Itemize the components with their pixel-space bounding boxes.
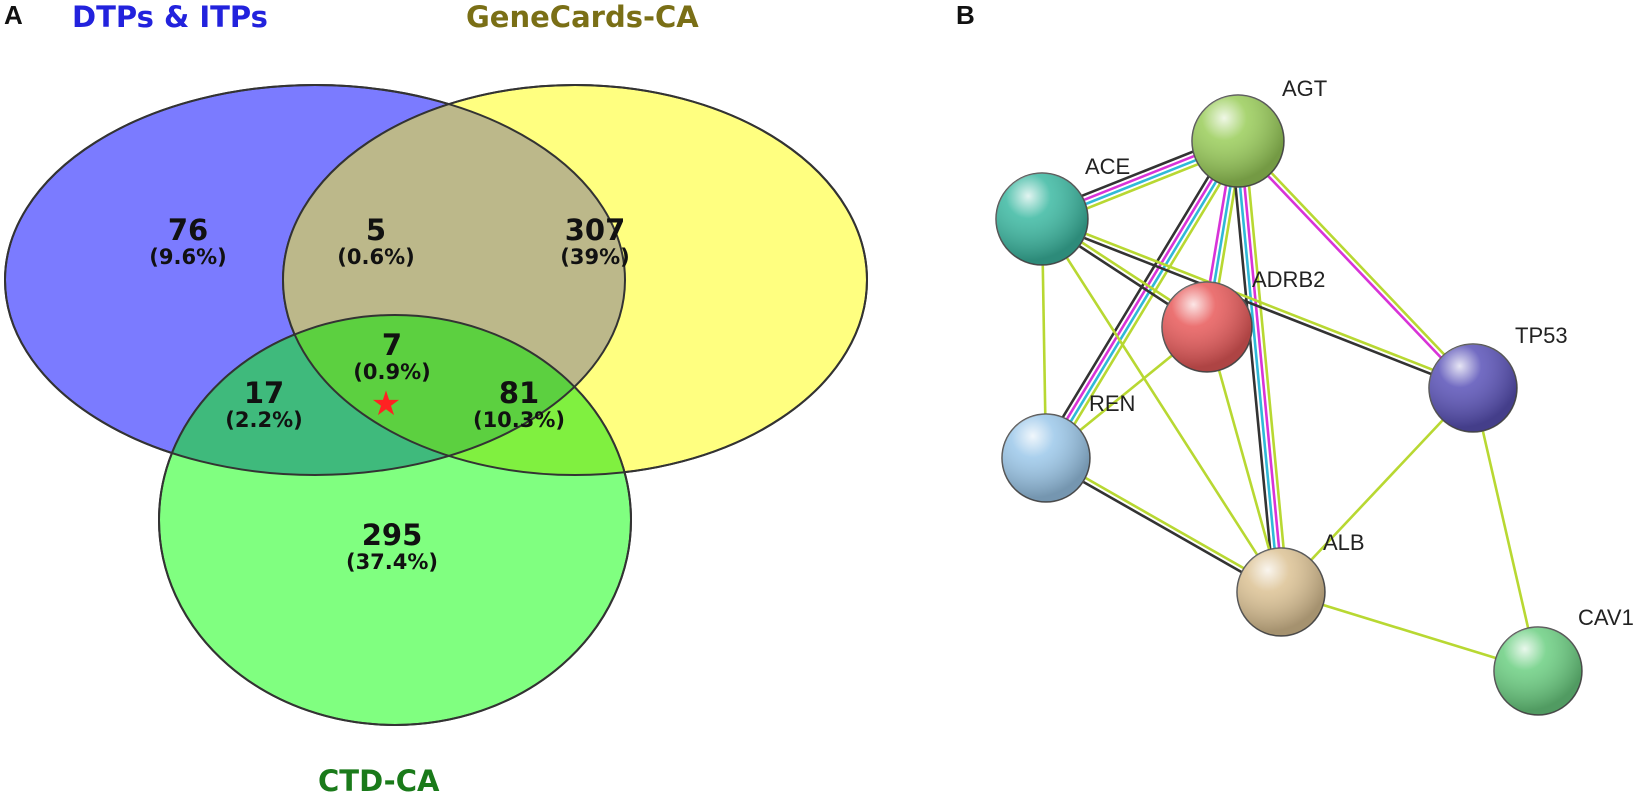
edge-line-textmining	[1280, 590, 1539, 673]
node-agt-label: AGT	[1282, 76, 1327, 101]
node-tp53[interactable]: TP53	[1428, 323, 1568, 433]
node-cav1[interactable]: CAV1	[1493, 605, 1634, 716]
edge-line-experiment	[1238, 140, 1285, 592]
node-tp53-gloss	[1429, 344, 1517, 432]
panel-b-letter: B	[956, 0, 975, 30]
region-percent-ab: (0.6%)	[337, 245, 414, 269]
region-count-bc: 81	[499, 376, 539, 410]
edge-tp53-cav1	[1471, 387, 1540, 672]
region-percent-ac: (2.2%)	[225, 408, 302, 432]
edge-tp53-alb	[1280, 387, 1474, 593]
edge-line-textmining	[1238, 138, 1476, 388]
edge-line-experiment	[1235, 141, 1473, 391]
edge-alb-cav1	[1280, 590, 1539, 673]
node-agt-gloss	[1192, 95, 1284, 187]
node-tp53-label: TP53	[1515, 323, 1568, 348]
edge-ace-tp53	[1040, 215, 1475, 392]
edge-line-textmining	[1243, 140, 1290, 592]
venn-overlap-abc	[283, 315, 625, 475]
node-ace-label: ACE	[1085, 154, 1130, 179]
edge-line-textmining	[1040, 218, 1283, 593]
edge-line-coexpression	[1040, 219, 1473, 392]
edge-line-textmining	[1050, 143, 1245, 463]
node-ren[interactable]: REN	[1001, 391, 1135, 503]
edge-line-coexpression	[1039, 136, 1234, 456]
edge-line-database	[1046, 141, 1242, 460]
set-title-dtps-itps: DTPs & ITPs	[72, 0, 268, 34]
venn-outline-a	[4, 84, 626, 476]
venn-diagram: 76 (9.6%) 5 (0.6%) 307 (39%) 7 (0.9%) 17…	[4, 84, 868, 726]
edge-agt-ren	[1039, 136, 1245, 463]
edge-line-experiment	[1042, 139, 1238, 458]
edge-adrb2-alb	[1205, 326, 1283, 593]
panel-a-letter: A	[4, 0, 23, 30]
node-adrb2-label: ADRB2	[1252, 267, 1325, 292]
region-count-ac: 17	[244, 376, 284, 410]
node-adrb2-gloss	[1162, 282, 1252, 372]
region-count-b-only: 307	[565, 213, 626, 247]
node-alb-gloss	[1237, 548, 1325, 636]
venn-outline-c	[158, 314, 632, 726]
region-percent-c-only: (37.4%)	[346, 550, 438, 574]
edge-line-textmining	[1471, 387, 1540, 672]
node-ace-gloss	[996, 173, 1088, 265]
node-alb-label: ALB	[1323, 530, 1365, 555]
region-percent-bc: (10.3%)	[473, 408, 565, 432]
region-percent-a-only: (9.6%)	[149, 245, 226, 269]
edge-line-textmining	[1205, 326, 1283, 593]
node-ren-label: REN	[1089, 391, 1135, 416]
edge-ren-alb	[1044, 454, 1283, 596]
edge-line-coexpression	[1044, 458, 1281, 596]
region-count-ab: 5	[366, 213, 386, 247]
edge-line-database	[1234, 141, 1281, 593]
edge-agt-alb	[1229, 140, 1290, 593]
edge-line-coexpression	[1229, 141, 1276, 593]
set-title-ctd-ca: CTD-CA	[318, 764, 440, 798]
network-nodes: AGT ACE ADRB2 TP53 REN	[995, 76, 1634, 716]
region-count-a-only: 76	[168, 213, 208, 247]
protein-interaction-network: AGT ACE ADRB2 TP53 REN	[995, 76, 1634, 716]
region-percent-abc: (0.9%)	[353, 360, 430, 384]
star-marker-icon: ★	[371, 384, 401, 424]
region-count-c-only: 295	[362, 518, 423, 552]
node-ren-gloss	[1002, 414, 1090, 502]
edge-ace-alb	[1040, 218, 1283, 593]
node-agt[interactable]: AGT	[1191, 76, 1327, 188]
region-percent-b-only: (39%)	[560, 245, 629, 269]
edge-line-textmining	[1046, 454, 1283, 592]
edge-line-textmining	[1042, 215, 1475, 388]
set-title-genecards-ca: GeneCards-CA	[466, 0, 699, 34]
venn-outline-b	[282, 84, 868, 476]
node-alb[interactable]: ALB	[1236, 530, 1365, 637]
node-adrb2[interactable]: ADRB2	[1161, 267, 1325, 373]
node-cav1-label: CAV1	[1578, 605, 1634, 630]
node-cav1-gloss	[1494, 627, 1582, 715]
region-count-abc: 7	[382, 328, 402, 362]
edge-agt-tp53	[1235, 138, 1476, 391]
edge-line-textmining	[1280, 387, 1474, 593]
node-ace[interactable]: ACE	[995, 154, 1130, 266]
